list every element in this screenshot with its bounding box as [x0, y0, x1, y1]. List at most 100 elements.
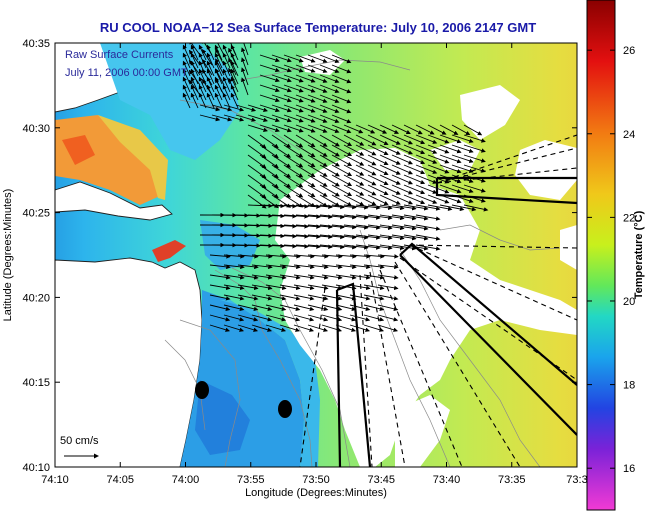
current-vector: [295, 214, 321, 219]
current-vector: [271, 184, 292, 198]
current-vector: [230, 92, 239, 109]
current-vector: [363, 264, 385, 270]
current-vector: [379, 234, 405, 241]
current-vector: [271, 154, 292, 168]
current-vector: [415, 154, 438, 164]
current-vector: [379, 174, 401, 185]
current-vector: [307, 134, 328, 147]
current-vector: [331, 204, 357, 210]
current-vector: [343, 204, 369, 210]
radar-boundary-boxes: [335, 176, 577, 467]
current-vector: [463, 144, 486, 153]
current-vector: [237, 284, 259, 291]
current-vector: [319, 174, 340, 187]
current-vector: [295, 174, 316, 188]
y-tick-label: 40:35: [22, 38, 50, 50]
current-vector: [319, 244, 345, 250]
current-vector: [259, 164, 279, 179]
current-vector: [307, 164, 328, 177]
current-vector: [377, 264, 399, 270]
colorbar-tick-label: 22: [623, 212, 635, 224]
current-vector: [319, 204, 345, 210]
current-vector: [259, 134, 279, 149]
current-vector: [415, 144, 438, 154]
current-vector: [319, 134, 340, 147]
current-vector: [377, 314, 399, 322]
x-tick-label: 73:40: [433, 474, 461, 486]
current-vector: [295, 124, 316, 133]
current-vector: [283, 124, 304, 133]
x-tick-label: 73:55: [237, 474, 265, 486]
current-vector: [367, 154, 389, 165]
y-tick-label: 40:10: [22, 462, 50, 474]
current-vector: [335, 264, 357, 270]
current-vector: [321, 294, 343, 301]
current-vector: [403, 204, 429, 211]
current-vector: [283, 154, 304, 168]
current-vector: [319, 184, 340, 197]
current-vector: [293, 294, 315, 301]
current-vector: [271, 124, 292, 133]
current-vector: [415, 194, 438, 204]
current-vector: [235, 114, 257, 122]
current-vector: [427, 154, 450, 164]
y-tick-label: 40:25: [22, 208, 50, 220]
current-vector: [247, 184, 267, 199]
current-vector: [295, 244, 321, 249]
current-vector: [283, 54, 304, 63]
current-vector: [403, 214, 429, 221]
y-axis-ticks: 40:35 40:30 40:25 40:20 40:15 40:10: [22, 38, 577, 474]
current-vector: [279, 254, 301, 259]
current-vector: [427, 204, 453, 211]
current-vector: [307, 244, 333, 250]
map-plot-area: [55, 43, 577, 467]
current-vector: [335, 304, 357, 312]
current-vector: [271, 223, 297, 229]
current-vector: [331, 114, 352, 124]
current-vector: [307, 324, 328, 332]
current-vector: [415, 184, 438, 194]
current-vector: [355, 214, 381, 220]
current-vector: [363, 294, 385, 301]
current-vector: [307, 184, 328, 197]
current-vector: [307, 94, 328, 103]
current-vector: [335, 294, 357, 301]
current-vector: [349, 264, 371, 270]
current-vector: [349, 314, 371, 322]
current-vector: [271, 213, 297, 219]
warm-water-spot: [152, 240, 186, 262]
current-vector: [283, 114, 304, 123]
current-vector: [391, 224, 417, 231]
current-vector: [265, 294, 287, 301]
current-vector: [451, 184, 474, 193]
current-vector: [321, 264, 343, 270]
current-vector: [223, 104, 245, 112]
current-vector: [415, 134, 438, 144]
current-vector: [307, 224, 333, 230]
current-vector: [293, 274, 315, 280]
current-vector: [295, 234, 321, 239]
current-vector: [307, 254, 329, 259]
current-vector: [377, 294, 399, 301]
current-vector: [259, 184, 279, 199]
current-vector: [307, 64, 328, 73]
current-vector: [259, 104, 280, 113]
current-vector: [241, 57, 249, 76]
current-vector: [251, 274, 273, 280]
current-vector: [259, 233, 285, 239]
current-vector: [295, 114, 316, 123]
current-vector: [271, 203, 297, 209]
current-vector: [259, 114, 280, 123]
current-vector: [377, 324, 398, 332]
current-vector: [271, 54, 292, 63]
current-vector: [355, 164, 377, 176]
current-vector: [463, 154, 486, 163]
current-vector: [439, 204, 465, 212]
current-vector: [293, 304, 315, 312]
current-vector: [363, 314, 385, 322]
current-vector: [209, 284, 231, 291]
current-vector: [319, 104, 340, 114]
current-vector: [209, 264, 231, 270]
current-vector: [451, 164, 474, 173]
current-vector: [293, 314, 315, 322]
